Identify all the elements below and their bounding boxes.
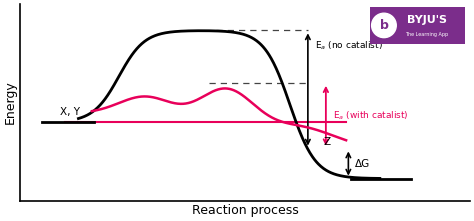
Text: The Learning App: The Learning App: [405, 32, 448, 37]
Text: ΔG: ΔG: [355, 158, 370, 169]
FancyBboxPatch shape: [370, 7, 465, 44]
Text: Z: Z: [323, 137, 330, 147]
Y-axis label: Energy: Energy: [4, 81, 17, 124]
Circle shape: [372, 13, 396, 38]
Text: E$_a$ (with catalist): E$_a$ (with catalist): [333, 109, 408, 122]
X-axis label: Reaction process: Reaction process: [191, 204, 298, 217]
Text: X, Y: X, Y: [60, 107, 81, 117]
Text: E$_a$ (no catalist): E$_a$ (no catalist): [315, 39, 383, 52]
Text: b: b: [380, 19, 388, 32]
Text: BYJU'S: BYJU'S: [407, 15, 447, 25]
